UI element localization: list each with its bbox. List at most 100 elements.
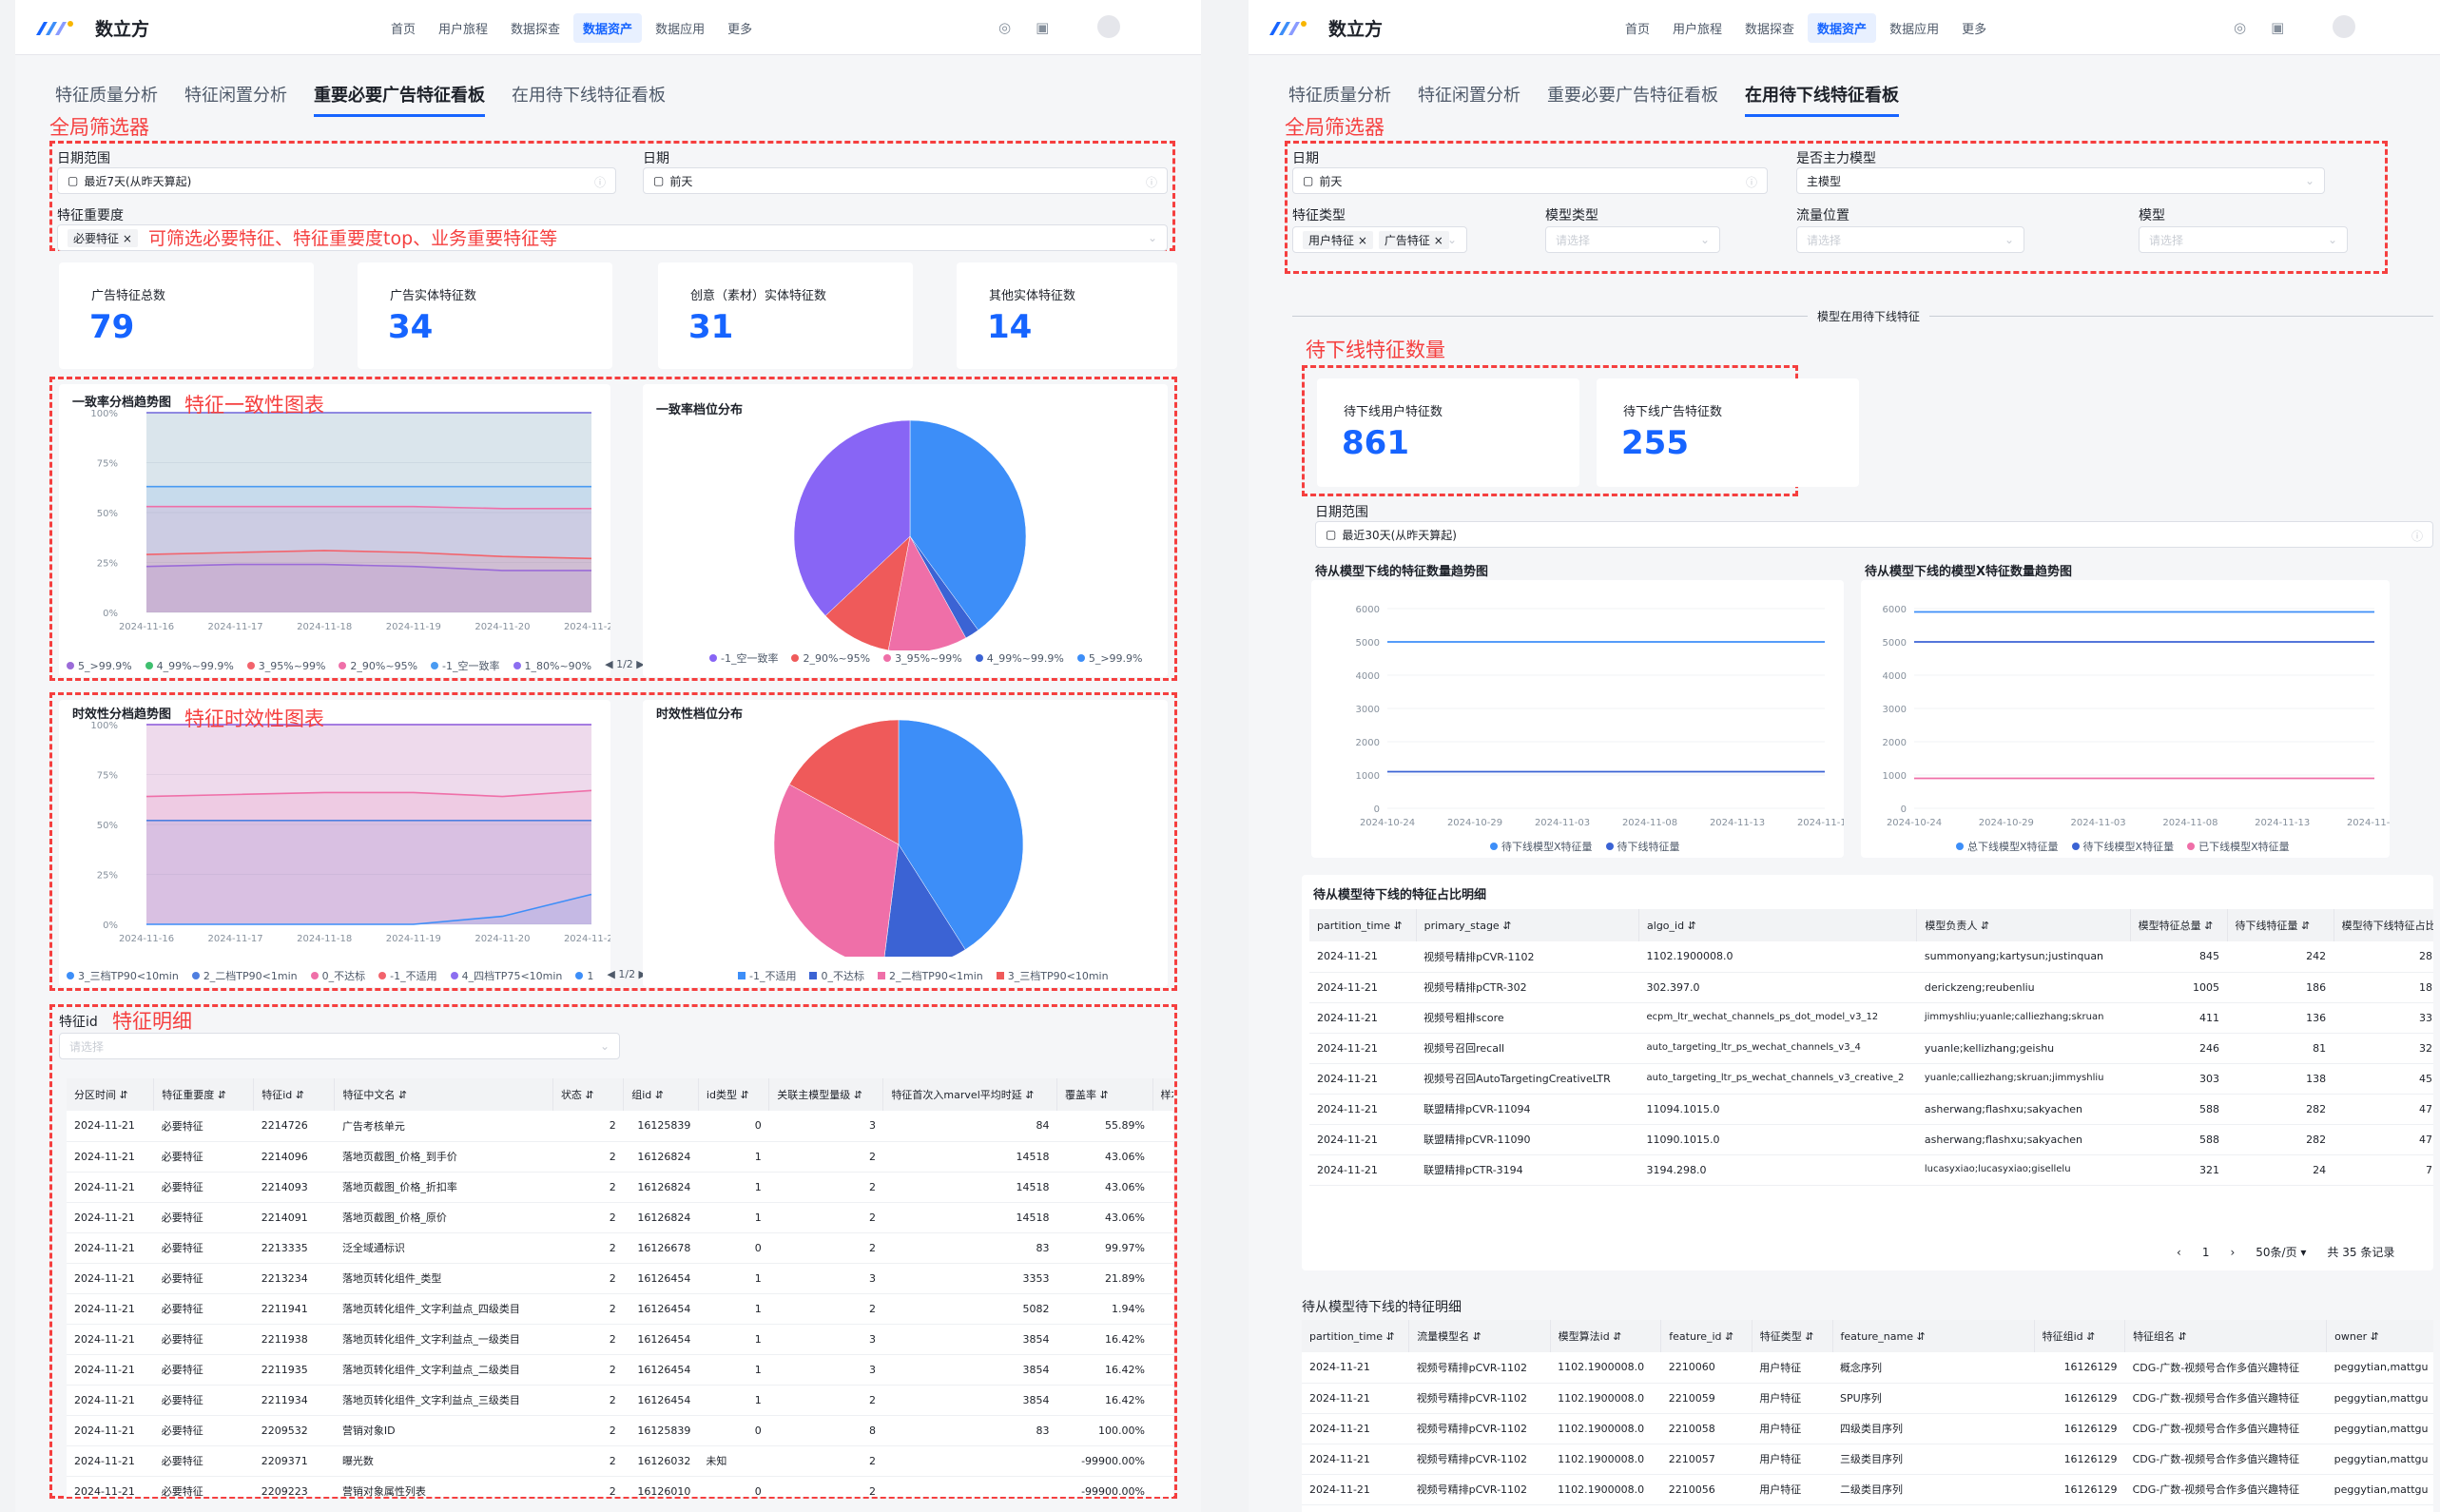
date-picker[interactable]: ▢ 前天 ⓘ <box>1292 167 1768 194</box>
column-header[interactable]: 分区时间 ⇵ <box>67 1078 155 1111</box>
series-line[interactable] <box>146 893 592 925</box>
feature-type-select[interactable]: 用户特征 × 广告特征 × ⌄ <box>1292 226 1467 253</box>
table-row[interactable]: 2024-11-21 必要特征 2214096 落地页截图_价格_到手价 2 161268… <box>67 1141 1173 1173</box>
legend-item[interactable]: 2_二档TP90<1min <box>877 968 983 983</box>
legend-item[interactable]: -1_不适用 <box>378 968 437 983</box>
legend-item[interactable]: 1_80%~90% <box>513 658 591 673</box>
table1-wrap[interactable]: partition_time ⇵ primary_stage ⇵ algo_id ⇵… <box>1309 909 2433 1229</box>
legend-item[interactable]: 4_99%~99.9% <box>975 650 1064 666</box>
prev-page-button[interactable]: ‹ <box>2177 1245 2181 1259</box>
table-row[interactable]: 2024-11-21 必要特征 2211935 落地页转化组件_文字利益点_二级类目 2… <box>67 1354 1173 1386</box>
range-picker[interactable]: ▢ 最近30天(从昨天算起) ⓘ <box>1315 521 2433 548</box>
tab[interactable]: 特征质量分析 <box>1288 86 1391 106</box>
table-row[interactable]: 2024-11-21 视频号精排pCVR-1102 1102.1900008.0 22… <box>1302 1444 2433 1475</box>
column-header[interactable]: 覆盖率 ⇵ <box>1056 1078 1153 1111</box>
series-line[interactable] <box>145 563 591 572</box>
legend-item[interactable]: 1 <box>575 968 593 983</box>
table-row[interactable]: 2024-11-21 视频号精排pCVR-1102 1102.1900008.0 22… <box>1302 1474 2433 1505</box>
column-header[interactable]: primary_stage ⇵ <box>1416 909 1640 941</box>
legend-item[interactable]: 0_不达标 <box>809 968 864 983</box>
pie-slice[interactable] <box>793 419 911 616</box>
legend-item[interactable]: 3_三档TP90<10min <box>67 968 179 983</box>
nav-item[interactable]: 数据资产 <box>573 13 643 43</box>
feature-type-tag[interactable]: 广告特征 × <box>1378 230 1449 249</box>
table-row[interactable]: 2024-11-21 视频号精排pCVR-1102 1102.1900008.0 22… <box>1302 1413 2433 1444</box>
column-header[interactable]: 状态 ⇵ <box>552 1078 625 1111</box>
nav-item[interactable]: 首页 <box>391 23 416 37</box>
table-row[interactable]: 2024-11-21 视频号精排pCVR-1102 1102.1900008.0 22… <box>1302 1383 2433 1414</box>
table-row[interactable]: 2024-11-21 必要特征 2214091 落地页截图_价格_原价 2 1612682… <box>67 1202 1173 1233</box>
pie-slice[interactable] <box>788 719 900 845</box>
tab[interactable]: 在用待下线特征看板 <box>1745 82 1899 117</box>
model-select[interactable]: 请选择 ⌄ <box>2139 226 2348 253</box>
series-line[interactable] <box>145 550 592 560</box>
pie-slice[interactable] <box>909 419 1027 631</box>
table-row[interactable]: 2024-11-21 必要特征 2211938 落地页转化组件_文字利益点_一级类目 2… <box>67 1324 1173 1355</box>
column-header[interactable]: 关联主模型量级 ⇵ <box>768 1078 884 1111</box>
legend-item[interactable]: 2_90%~95% <box>339 658 417 673</box>
column-header[interactable]: 待下线特征量 ⇵ <box>2227 909 2334 941</box>
nav-item[interactable]: 数据探查 <box>1745 23 1795 37</box>
importance-tag[interactable]: 必要特征 × <box>68 228 138 247</box>
legend-item[interactable]: 5_>99.9% <box>1076 650 1143 666</box>
table-row[interactable]: 2024-11-21 视频号精排pCVR-1102 1102.1900008.0 22… <box>1302 1352 2433 1384</box>
column-header[interactable]: 模型算法id ⇵ <box>1550 1320 1662 1352</box>
tab[interactable]: 特征质量分析 <box>55 86 158 106</box>
pie-slice[interactable] <box>883 843 966 957</box>
series-line[interactable] <box>146 505 591 510</box>
legend-item[interactable]: 5_>99.9% <box>67 658 132 673</box>
user-menu[interactable] <box>1097 15 1120 38</box>
feature-type-tag[interactable]: 用户特征 × <box>1303 230 1373 249</box>
column-header[interactable]: 特征组名 ⇵ <box>2124 1320 2328 1352</box>
legend-item[interactable]: 总下线模型X特征量 <box>1956 839 2059 854</box>
column-header[interactable]: feature_id ⇵ <box>1660 1320 1753 1352</box>
importance-select[interactable]: 必要特征 × ⌄ <box>57 224 1168 251</box>
tab[interactable]: 特征闲置分析 <box>184 86 287 106</box>
legend-item[interactable]: 4_99%~99.9% <box>145 658 234 673</box>
nav-item[interactable]: 更多 <box>727 23 753 37</box>
pie-slice[interactable] <box>887 535 967 650</box>
column-header[interactable]: 流量模型名 ⇵ <box>1408 1320 1551 1352</box>
table-row[interactable]: 2024-11-21 必要特征 2209371 曝光数 2 16126032 未知 2 -999… <box>67 1445 1173 1477</box>
legend-item[interactable]: 3_95%~99% <box>246 658 325 673</box>
legend-item[interactable]: 已下线模型X特征量 <box>2187 839 2290 854</box>
legend-pager[interactable]: ◀ 1/2 ▶ <box>605 658 645 670</box>
table-row[interactable]: 2024-11-21 必要特征 2214726 广告考核单元 2 16125839 0 3 84… <box>67 1111 1173 1142</box>
column-header[interactable]: 组id ⇵ <box>623 1078 699 1111</box>
column-header[interactable]: 模型待下线特征占比 <box>2333 909 2433 941</box>
calendar-icon[interactable]: ▣ <box>1036 19 1050 36</box>
legend-item[interactable]: 3_95%~99% <box>883 650 962 666</box>
date-picker[interactable]: ▢ 前天 ⓘ <box>643 167 1168 194</box>
column-header[interactable]: partition_time ⇵ <box>1302 1320 1410 1352</box>
legend-item[interactable]: 3_三档TP90<10min <box>996 968 1109 983</box>
legend-item[interactable]: 4_四档TP75<10min <box>450 968 562 983</box>
legend-item[interactable]: 待下线模型X特征量 <box>2071 839 2174 854</box>
page-number[interactable]: 1 <box>2201 1245 2210 1259</box>
pie-slice[interactable] <box>898 719 1024 950</box>
legend-item[interactable]: 2_90%~95% <box>791 650 870 666</box>
nav-item[interactable]: 首页 <box>1625 23 1651 37</box>
nav-item[interactable]: 用户旅程 <box>438 23 489 37</box>
nav-item[interactable]: 数据探查 <box>511 23 561 37</box>
column-header[interactable]: owner ⇵ <box>2326 1320 2433 1352</box>
pie-slice[interactable] <box>824 535 911 650</box>
column-header[interactable]: 特征类型 ⇵ <box>1752 1320 1833 1352</box>
table2-wrap[interactable]: partition_time ⇵ 流量模型名 ⇵ 模型算法id ⇵ feature_i… <box>1302 1320 2433 1512</box>
legend-item[interactable]: -1_不适用 <box>738 968 796 983</box>
page-size-select[interactable]: 50条/页 ▾ <box>2256 1246 2307 1259</box>
model-type-select[interactable]: 请选择 ⌄ <box>1545 226 1720 253</box>
table-row[interactable]: 2024-11-21 必要特征 2213234 落地页转化组件_类型 2 16126454… <box>67 1263 1173 1294</box>
table-row[interactable]: 2024-11-21 必要特征 2211934 落地页转化组件_文字利益点_三级类目 2… <box>67 1385 1173 1416</box>
column-header[interactable]: 特征首次入marvel平均时延 ⇵ <box>882 1078 1057 1111</box>
column-header[interactable]: algo_id ⇵ <box>1638 909 1918 941</box>
column-header[interactable]: 特征id ⇵ <box>253 1078 336 1111</box>
nav-item[interactable]: 数据应用 <box>1889 23 1940 37</box>
table-row[interactable]: 2024-11-21 视频号召回recall auto_targeting_ltr_… <box>1309 1033 2433 1064</box>
calendar-icon[interactable]: ▣ <box>2271 19 2285 36</box>
shield-icon[interactable]: ◎ <box>998 19 1012 36</box>
table-row[interactable]: 2024-11-21 必要特征 2209532 营销对象ID 2 16125839 0 8 83… <box>67 1415 1173 1446</box>
column-header[interactable]: id类型 ⇵ <box>698 1078 770 1111</box>
tab[interactable]: 特征闲置分析 <box>1418 86 1520 106</box>
column-header[interactable]: 模型负责人 ⇵ <box>1916 909 2131 941</box>
table-row[interactable]: 2024-11-21 必要特征 2211941 落地页转化组件_文字利益点_四级类目 2… <box>67 1293 1173 1325</box>
